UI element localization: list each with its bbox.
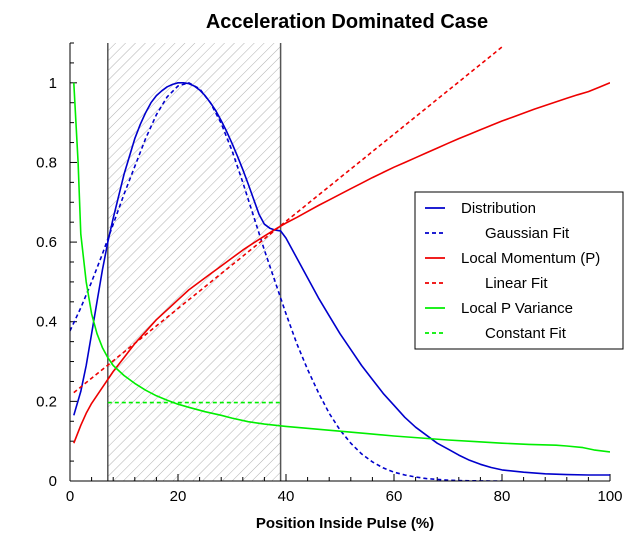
x-tick-label: 0 xyxy=(66,488,74,505)
series-gaussian-fit-line xyxy=(70,82,502,481)
series-local-p-variance-line xyxy=(73,82,610,453)
x-tick-label: 100 xyxy=(597,488,622,505)
legend-label-distribution: Distribution xyxy=(461,200,536,217)
y-tick-label: 0.4 xyxy=(36,314,57,331)
series-group xyxy=(70,46,610,481)
series-local-momentum-p-line xyxy=(73,82,610,444)
y-tick-label: 0 xyxy=(49,473,57,490)
x-tick-label: 20 xyxy=(170,488,187,505)
series-distribution-line xyxy=(73,82,610,476)
legend-label-linear-fit: Linear Fit xyxy=(485,275,548,292)
series-linear-fit-line xyxy=(73,46,503,394)
shaded-region xyxy=(107,43,281,481)
x-tick-label: 80 xyxy=(494,488,511,505)
legend-label-local-momentum-p: Local Momentum (P) xyxy=(461,250,600,267)
x-tick-labels: 0 20 40 60 80 100 xyxy=(66,488,623,505)
y-tick-label: 0.8 xyxy=(36,154,57,171)
x-tick-label: 40 xyxy=(278,488,295,505)
chart-title: Acceleration Dominated Case xyxy=(206,11,488,33)
legend-label-constant-fit: Constant Fit xyxy=(485,325,567,342)
y-tick-label: 0.2 xyxy=(36,393,57,410)
legend-label-gaussian-fit: Gaussian Fit xyxy=(485,225,570,242)
x-tick-label: 60 xyxy=(386,488,403,505)
legend-label-local-p-variance: Local P Variance xyxy=(461,300,573,317)
y-tick-label: 0.6 xyxy=(36,234,57,251)
y-tick-label: 1 xyxy=(49,75,57,92)
y-tick-labels: 0 0.2 0.4 0.6 0.8 1 xyxy=(36,75,57,490)
x-axis-label: Position Inside Pulse (%) xyxy=(256,515,434,532)
legend-box xyxy=(414,191,624,350)
axis-ticks xyxy=(69,42,611,482)
legend: Distribution Gaussian Fit Local Momentum (… xyxy=(414,191,624,350)
